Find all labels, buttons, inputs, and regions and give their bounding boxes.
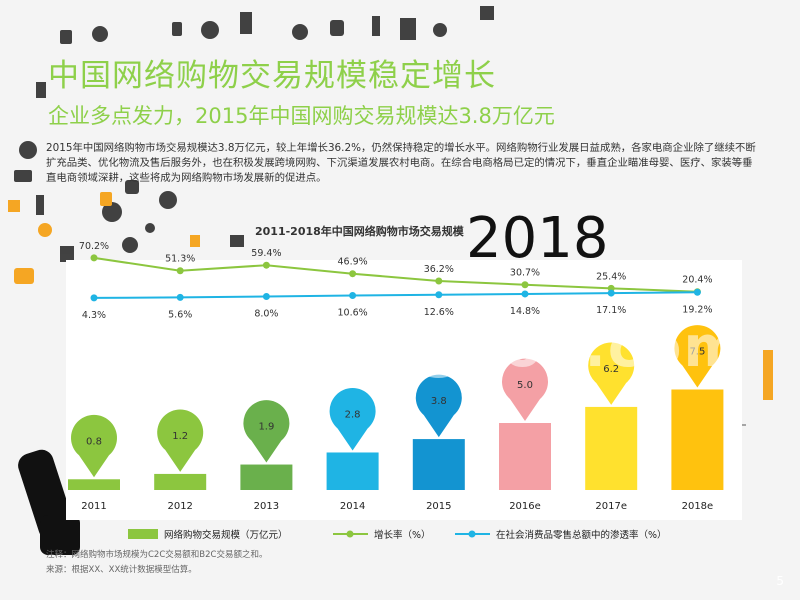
growth-label-2016e: 30.7%: [510, 268, 540, 279]
penetration-rate-line: [93, 291, 698, 299]
penetration-label-2012: 5.6%: [168, 309, 192, 320]
growth-label-2015: 36.2%: [424, 264, 454, 275]
footnote-note: 注释：网络购物市场规模为C2C交易额和B2C交易额之和。: [46, 550, 268, 560]
bar-2013: [240, 464, 293, 490]
penetration-label-2013: 8.0%: [254, 309, 278, 320]
growth-point-2014: [349, 270, 357, 278]
x-tick-label-2017e: 2017e: [595, 501, 627, 512]
growth-point-2013: [262, 261, 270, 269]
penetration-point-2016e: [521, 290, 529, 298]
chart-title: 2011-2018年中国网络购物市场交易规模: [255, 225, 464, 238]
slide-title: 中国网络购物交易规模稳定增长: [48, 58, 496, 94]
penetration-point-2012: [176, 293, 184, 301]
x-tick-label-2018e: 2018e: [682, 501, 714, 512]
growth-point-2012: [176, 267, 184, 275]
x-tick-label-2015: 2015: [426, 501, 451, 512]
growth-label-2017e: 25.4%: [596, 271, 626, 282]
bar-2014: [326, 452, 379, 490]
page-number: 5: [776, 574, 784, 588]
bar-value-label-2012: 1.2: [172, 431, 188, 442]
x-tick-label-2016e: 2016e: [509, 501, 541, 512]
legend-label-bar: 网络购物交易规模（万亿元）: [164, 529, 288, 541]
legend-marker-penetration: [468, 530, 476, 538]
growth-label-2011: 70.2%: [79, 241, 109, 252]
penetration-label-2015: 12.6%: [424, 307, 454, 318]
bar-2018e: [671, 389, 724, 490]
slide-subtitle: 企业多点发力，2015年中国网购交易规模达3.8万亿元: [48, 104, 555, 128]
growth-point-2015: [435, 277, 443, 285]
bar-value-label-2014: 2.8: [345, 409, 361, 420]
penetration-point-2017e: [607, 289, 615, 297]
bar-value-label-2013: 1.9: [258, 422, 274, 433]
penetration-label-2011: 4.3%: [82, 310, 106, 321]
penetration-point-2015: [435, 291, 443, 299]
bar-marker-2017e: [588, 342, 635, 405]
bar-2016e: [499, 423, 551, 490]
growth-label-2018e: 20.4%: [682, 275, 712, 286]
growth-label-2013: 59.4%: [251, 248, 281, 259]
legend-label-penetration: 在社会消费品零售总额中的渗透率（%）: [496, 529, 667, 541]
penetration-label-2017e: 17.1%: [596, 305, 626, 316]
bar-value-label-2018e: 7.5: [689, 347, 705, 358]
bar-value-label-2011: 0.8: [86, 436, 102, 447]
bar-marker-2014: [329, 388, 376, 451]
x-tick-label-2012: 2012: [167, 501, 192, 512]
legend-label-growth: 增长率（%）: [374, 529, 431, 541]
penetration-label-2014: 10.6%: [338, 308, 368, 319]
penetration-point-2018e: [693, 288, 701, 296]
x-tick-label-2014: 2014: [340, 501, 365, 512]
bar-marker-2016e: [502, 358, 549, 421]
bar-marker-2013: [243, 400, 290, 463]
penetration-point-2013: [262, 293, 270, 300]
penetration-label-2018e: 19.2%: [682, 304, 712, 315]
bar-marker-2018e: [674, 325, 721, 388]
bar-marker-2012: [157, 409, 204, 472]
bar-2011: [68, 479, 120, 490]
body-paragraph: 2015年中国网络购物市场交易规模达3.8万亿元，较上年增长36.2%，仍然保持…: [46, 142, 756, 184]
bar-2017e: [585, 406, 638, 490]
bar-value-label-2017e: 6.2: [603, 364, 619, 375]
bar-marker-2011: [71, 414, 117, 478]
penetration-point-2011: [90, 294, 98, 302]
bar-marker-2015: [415, 374, 462, 438]
legend-marker-growth: [346, 530, 354, 538]
footnote-source: 来源：根据XX、XX统计数据模型估算。: [46, 565, 197, 575]
growth-point-2016e: [521, 281, 529, 289]
penetration-label-2016e: 14.8%: [510, 306, 540, 317]
bar-2015: [412, 439, 465, 490]
x-tick-label-2011: 2011: [81, 501, 106, 512]
penetration-point-2014: [349, 292, 357, 300]
growth-point-2011: [90, 254, 98, 262]
growth-label-2014: 46.9%: [338, 257, 368, 268]
bar-value-label-2016e: 5.0: [517, 380, 533, 391]
growth-rate-line: [93, 256, 698, 293]
growth-label-2012: 51.3%: [165, 254, 195, 265]
watermark-text: www.baogao8.com: [118, 315, 744, 380]
legend-swatch-bar: [128, 529, 158, 539]
bar-value-label-2015: 3.8: [431, 396, 447, 407]
bar-2012: [154, 473, 207, 490]
x-tick-label-2013: 2013: [254, 501, 279, 512]
